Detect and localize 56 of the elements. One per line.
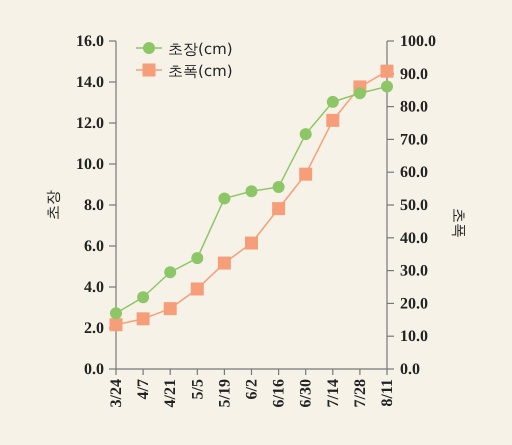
point	[164, 266, 176, 278]
y-axis-title: 초장	[44, 190, 62, 220]
x-tick-label: 6/16	[270, 379, 288, 408]
y2-tick-label: 100.0	[400, 33, 436, 50]
y2-tick-label: 20.0	[400, 295, 428, 312]
point	[299, 168, 312, 181]
y-tick-label: 14.0	[76, 74, 104, 91]
y2-tick-label: 40.0	[400, 230, 428, 247]
y-tick-label: 12.0	[76, 115, 104, 132]
point	[110, 307, 122, 320]
y2-axis-title: 초폭	[450, 208, 468, 238]
y-tick-label: 4.0	[84, 279, 104, 296]
legend-label: 초폭(cm)	[168, 62, 233, 80]
x-tick-label: 6/30	[298, 379, 315, 408]
point	[245, 236, 258, 250]
point	[380, 64, 394, 78]
point	[272, 180, 285, 193]
x-tick-label: 7/14	[324, 379, 342, 408]
point	[190, 282, 204, 296]
point	[246, 185, 258, 198]
y2-tick-label: 80.0	[400, 98, 428, 116]
point	[218, 192, 230, 204]
point	[326, 114, 340, 127]
y2-tick-label: 30.0	[400, 262, 428, 280]
x-tick-label: 8/11	[379, 379, 396, 407]
point	[191, 252, 204, 264]
point	[136, 312, 150, 326]
y-tick-label: 6.0	[84, 238, 104, 255]
y2-tick-label: 60.0	[400, 164, 428, 182]
point	[137, 291, 150, 304]
legend-label: 초장(cm)	[168, 40, 233, 58]
y2-tick-label: 0.0	[400, 361, 420, 378]
x-tick-label: 4/7	[135, 379, 152, 400]
point	[381, 80, 393, 93]
point	[326, 96, 339, 108]
x-tick-label: 4/21	[162, 379, 180, 408]
y2-tick-label: 90.0	[400, 66, 428, 83]
x-tick-label: 7/28	[352, 379, 369, 408]
y-tick-label: 0.0	[84, 361, 104, 378]
point	[300, 128, 312, 140]
point	[272, 202, 286, 216]
point	[354, 87, 366, 100]
y-tick-label: 2.0	[84, 320, 104, 337]
y2-tick-label: 50.0	[400, 197, 428, 214]
x-tick-label: 5/19	[216, 379, 234, 408]
y2-tick-label: 70.0	[400, 131, 428, 148]
x-tick-label: 5/5	[189, 379, 206, 400]
y2-tick-label: 10.0	[400, 328, 428, 346]
y-tick-label: 16.0	[76, 33, 104, 50]
y-tick-label: 8.0	[84, 197, 104, 214]
point	[110, 318, 122, 332]
x-tick-label: 6/2	[244, 379, 260, 400]
point	[164, 302, 177, 316]
y-tick-label: 10.0	[76, 156, 104, 173]
x-tick-label: 3/24	[108, 379, 125, 408]
point	[218, 256, 231, 270]
